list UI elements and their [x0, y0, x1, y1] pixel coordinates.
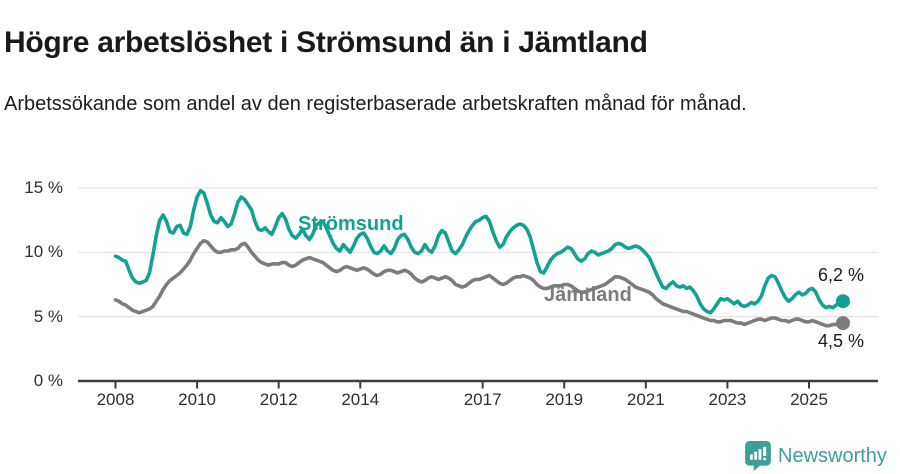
x-tick-label: 2008 — [96, 390, 135, 409]
jamtland-end-value-label: 4,5 % — [817, 331, 864, 351]
gridlines — [78, 187, 878, 318]
x-axis-ticks — [114, 381, 811, 389]
newsworthy-logo-text: Newsworthy — [778, 444, 887, 467]
chart-subtitle: Arbetssökande som andel av den registerb… — [4, 93, 747, 115]
jamtland-series-label: Jämtland — [544, 284, 632, 306]
x-tick-label: 2023 — [708, 390, 747, 409]
y-tick-label: 0 % — [33, 371, 63, 390]
x-tick-label: 2017 — [463, 390, 502, 409]
x-tick-label: 2019 — [545, 390, 584, 409]
stromsund-line — [113, 188, 845, 315]
stromsund-end-value-label: 6,2 % — [817, 265, 864, 285]
stromsund-end-dot — [836, 294, 850, 309]
newsworthy-logo-icon — [745, 441, 771, 471]
x-tick-label: 2021 — [626, 390, 665, 409]
x-tick-label: 2014 — [341, 390, 380, 409]
x-tick-label: 2025 — [790, 390, 828, 409]
jamtland-end-dot — [836, 316, 850, 331]
x-tick-label: 2012 — [259, 390, 298, 409]
page-title: Högre arbetslöshet i Strömsund än i Jämt… — [4, 26, 648, 60]
y-tick-label: 15 % — [24, 177, 63, 197]
y-tick-label: 5 % — [33, 306, 63, 326]
x-tick-label: 2010 — [178, 390, 216, 409]
y-tick-label: 10 % — [24, 242, 63, 262]
newsworthy-logo: Newsworthy — [745, 441, 895, 471]
stromsund-series-label: Strömsund — [298, 213, 404, 235]
jamtland-line — [113, 238, 845, 328]
